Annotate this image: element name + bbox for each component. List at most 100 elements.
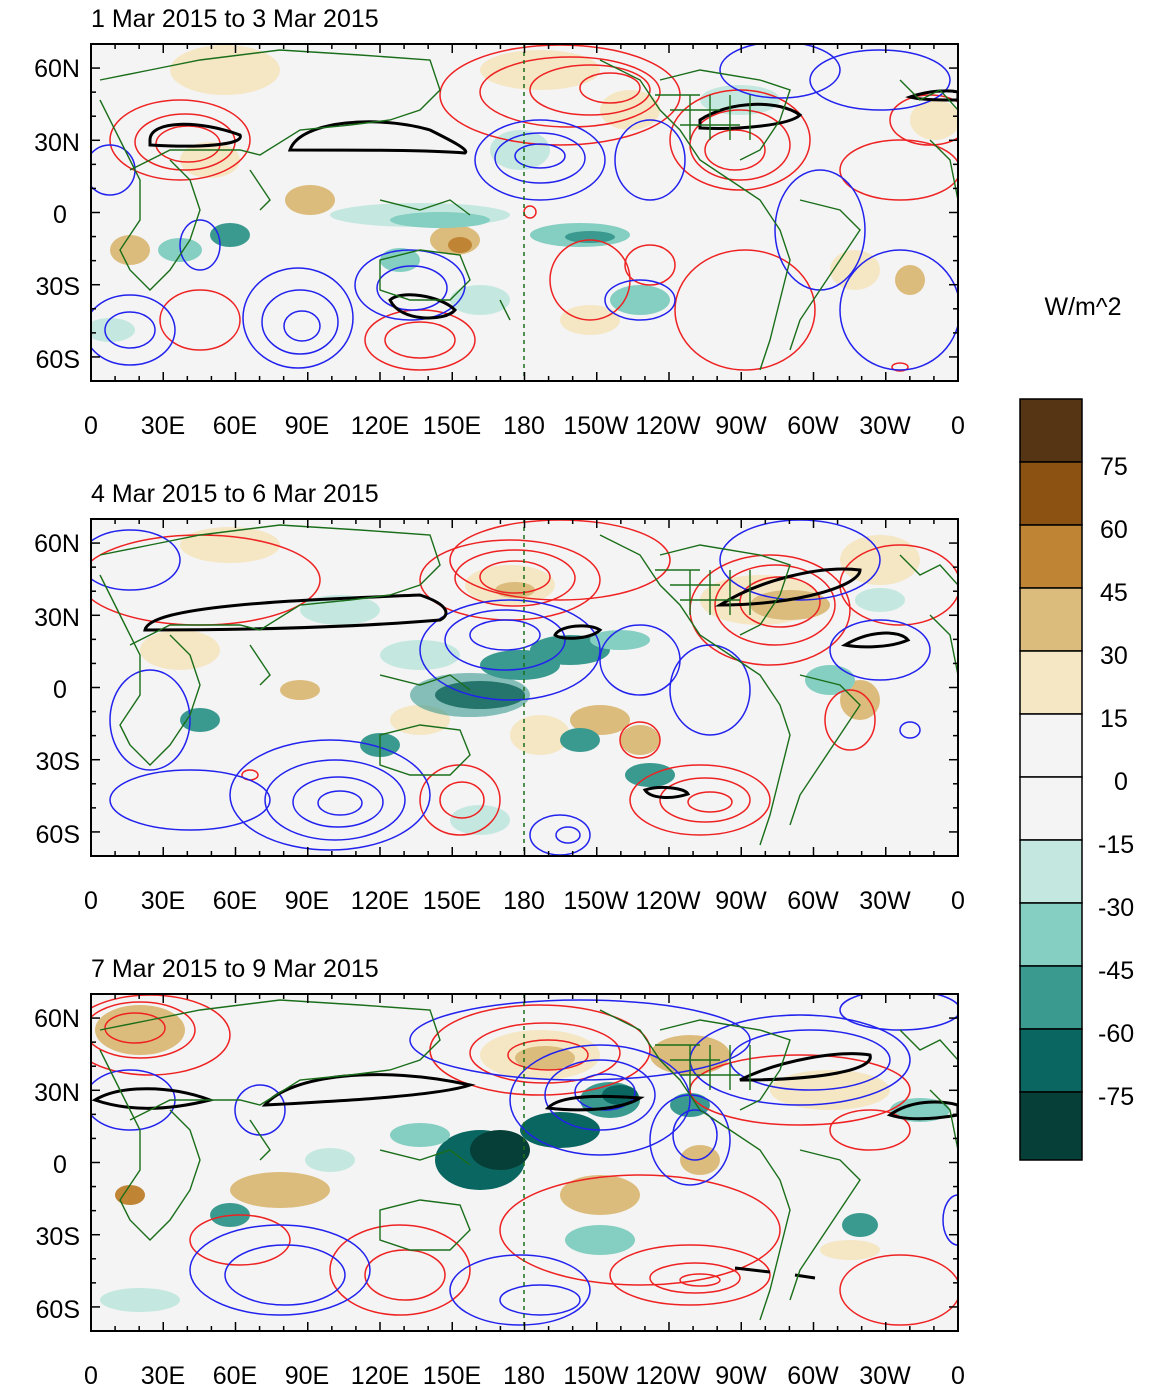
- lat-label: 30N: [34, 604, 80, 632]
- colorbar-label: 0: [1114, 768, 1128, 796]
- colorbar-label: -15: [1098, 831, 1134, 859]
- lon-label: 120E: [351, 412, 409, 440]
- lon-label: 180: [503, 1362, 545, 1390]
- lon-label: 30W: [859, 412, 911, 440]
- colorbar-box: [1019, 1028, 1083, 1093]
- lon-label: 30W: [859, 1362, 911, 1390]
- lon-label: 90E: [285, 887, 329, 915]
- panel-3-coastlines: [99, 999, 958, 1321]
- lon-label: 90E: [285, 412, 329, 440]
- lat-label: 30S: [36, 273, 80, 301]
- lat-label: 30S: [36, 748, 80, 776]
- lon-label: 180: [503, 412, 545, 440]
- panel-2-lat-labels: 60N 30N 0 30S 60S: [34, 530, 80, 849]
- colorbar-label: -60: [1098, 1020, 1134, 1048]
- colorbar-box: [1019, 965, 1083, 1030]
- lat-label: 60S: [36, 821, 80, 849]
- lon-label: 150W: [563, 1362, 629, 1390]
- lat-label: 60S: [36, 346, 80, 374]
- colorbar-label: 75: [1100, 453, 1128, 481]
- lon-label: 0: [951, 887, 965, 915]
- colorbar-box: [1019, 650, 1083, 715]
- panel-3-tick-marks: [90, 993, 959, 1332]
- lon-label: 0: [951, 1362, 965, 1390]
- lat-label: 0: [53, 1151, 67, 1179]
- lon-label: 60E: [213, 887, 257, 915]
- lon-label: 0: [84, 887, 98, 915]
- colorbar-label: 30: [1100, 642, 1128, 670]
- lon-label: 60W: [787, 887, 839, 915]
- colorbar-label: 60: [1100, 516, 1128, 544]
- panel-1-olr-shading: [91, 45, 958, 342]
- lon-label: 0: [951, 412, 965, 440]
- colorbar-box: [1019, 902, 1083, 967]
- lon-label: 150E: [423, 887, 481, 915]
- panel-2-title: 4 Mar 2015 to 6 Mar 2015: [91, 480, 379, 508]
- lon-label: 120E: [351, 1362, 409, 1390]
- panel-3-lat-labels: 60N 30N 0 30S 60S: [34, 1005, 80, 1324]
- colorbar-label: 15: [1100, 705, 1128, 733]
- colorbar-box: [1019, 587, 1083, 652]
- colorbar-box: [1019, 461, 1083, 526]
- lon-label: 30E: [141, 887, 185, 915]
- lon-label: 30E: [141, 412, 185, 440]
- lon-label: 150E: [423, 412, 481, 440]
- lon-label: 60W: [787, 1362, 839, 1390]
- panel-2-jet-contours: [143, 567, 911, 799]
- lat-label: 0: [53, 201, 67, 229]
- lat-label: 30N: [34, 1079, 80, 1107]
- colorbar-label: -75: [1098, 1083, 1134, 1111]
- lon-label: 150W: [563, 887, 629, 915]
- colorbar-box: [1019, 776, 1083, 841]
- colorbar-labels: 75 60 45 30 15 0 -15 -30 -45 -60 -75: [1098, 453, 1134, 1111]
- lon-label: 120W: [635, 887, 701, 915]
- panel-2-tick-marks: [90, 518, 959, 857]
- lon-label: 60W: [787, 412, 839, 440]
- lon-label: 180: [503, 887, 545, 915]
- lon-label: 120W: [635, 1362, 701, 1390]
- map-panel-3: 7 Mar 2015 to 9 Mar 2015: [34, 955, 965, 1390]
- lat-label: 30N: [34, 129, 80, 157]
- colorbar-label: 45: [1100, 579, 1128, 607]
- panel-3-olr-shading: [95, 1005, 950, 1312]
- map-panel-2: 4 Mar 2015 to 6 Mar 2015: [34, 480, 965, 915]
- lon-label: 30E: [141, 1362, 185, 1390]
- lon-label: 30W: [859, 887, 911, 915]
- colorbar-label: -30: [1098, 894, 1134, 922]
- lon-label: 0: [84, 1362, 98, 1390]
- lon-label: 90E: [285, 1362, 329, 1390]
- lon-label: 120E: [351, 887, 409, 915]
- panel-1-lon-labels: 0 30E 60E 90E 120E 150E 180 150W 120W 90…: [84, 412, 965, 440]
- panel-3-title: 7 Mar 2015 to 9 Mar 2015: [91, 955, 379, 983]
- colorbar-boxes: [1019, 398, 1083, 1161]
- lat-label: 60N: [34, 1005, 80, 1033]
- lat-label: 60S: [36, 1296, 80, 1324]
- lat-label: 30S: [36, 1223, 80, 1251]
- lon-label: 90W: [715, 1362, 767, 1390]
- lat-label: 0: [53, 676, 67, 704]
- map-panel-1: 1 Mar 2015 to 3 Mar 2015: [34, 5, 965, 440]
- colorbar: W/m^2 75 60 45 30 15 0 -15 -30 -45 -60: [1019, 293, 1134, 1161]
- colorbar-box: [1019, 839, 1083, 904]
- panel-1-tick-marks: [90, 43, 959, 382]
- panel-1-negative-contours: [91, 44, 958, 371]
- panel-2-negative-contours: [91, 519, 931, 856]
- colorbar-units: W/m^2: [1044, 293, 1121, 321]
- colorbar-label: -45: [1098, 957, 1134, 985]
- panel-2-coastlines: [99, 524, 958, 846]
- panel-3-lon-labels: 0 30E 60E 90E 120E 150E 180 150W 120W 90…: [84, 1362, 965, 1390]
- lon-label: 120W: [635, 412, 701, 440]
- lon-label: 60E: [213, 412, 257, 440]
- colorbar-box: [1019, 524, 1083, 589]
- colorbar-box: [1019, 398, 1083, 463]
- panel-1-lat-labels: 60N 30N 0 30S 60S: [34, 55, 80, 374]
- lon-label: 150W: [563, 412, 629, 440]
- panel-2-lon-labels: 0 30E 60E 90E 120E 150E 180 150W 120W 90…: [84, 887, 965, 915]
- lon-label: 60E: [213, 1362, 257, 1390]
- panel-1-jet-contours: [148, 89, 958, 320]
- panel-1-coastlines: [99, 49, 958, 371]
- colorbar-box: [1019, 713, 1083, 778]
- colorbar-box: [1019, 1091, 1083, 1161]
- lon-label: 90W: [715, 887, 767, 915]
